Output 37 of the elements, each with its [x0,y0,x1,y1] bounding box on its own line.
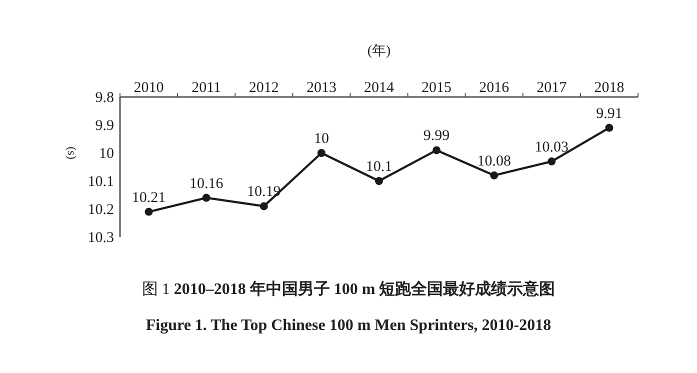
x-tick-label: 2016 [479,80,510,96]
x-tick-label: 2017 [536,80,568,96]
x-tick-label: 2012 [248,80,279,96]
data-label: 10.03 [534,139,569,156]
point [605,124,614,132]
y-tick-label: 10.2 [88,202,114,218]
y-tick-label: 10.1 [88,174,114,190]
point [317,149,326,157]
point [260,202,268,210]
y-tick-label: 9.8 [95,90,114,106]
x-axis-title: (年) [367,43,391,59]
y-tick-label: 10 [99,146,114,162]
point [490,171,498,180]
text: 图 1 2010–2018 年中国男子 100 m 短跑全国最好成绩示意图 [142,280,556,298]
point [375,177,383,185]
data-label: 10.1 [366,159,392,175]
data-label: 10.16 [189,176,224,192]
x-tick-label: 2011 [192,80,222,96]
text: Figure 1. The Top Chinese 100 m Men Sprinters, 2010-2018 [146,317,552,334]
point [548,157,556,166]
data-label: 10.19 [247,184,281,200]
x-tick-label: 2014 [364,80,394,96]
y-tick-label: 10.3 [88,230,114,246]
point [202,194,210,202]
data-label: 10 [314,131,329,147]
x-tick-label: 2015 [422,80,452,96]
y-axis-title: (s) [65,146,79,160]
data-label: 10.08 [477,153,511,170]
data-label: 9.91 [596,106,622,122]
data-label: 9.99 [423,128,450,144]
point [432,146,441,154]
point [144,208,153,216]
data-label: 10.21 [132,190,166,206]
x-tick-label: 2010 [134,80,164,96]
x-tick-label: 2018 [594,80,624,96]
y-tick-label: 9.9 [95,118,114,134]
x-tick-label: 2013 [306,80,336,96]
